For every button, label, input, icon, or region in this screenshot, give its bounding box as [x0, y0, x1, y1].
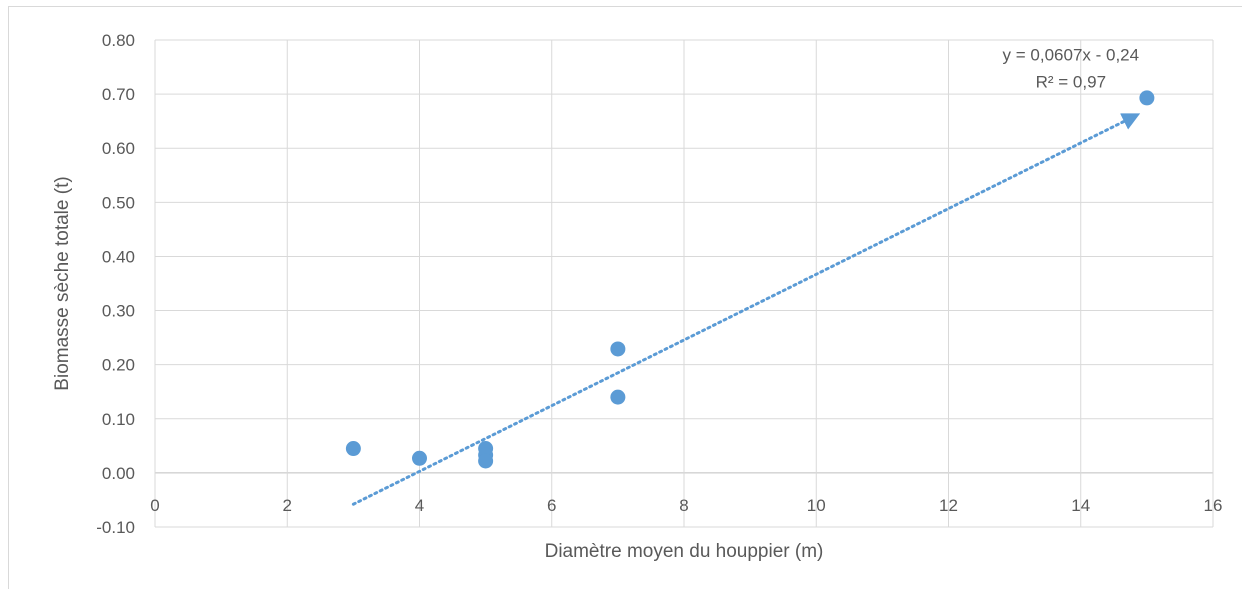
y-tick-label: 0.00 [102, 464, 135, 483]
data-points [345, 90, 1155, 469]
y-axis-title: Biomasse sèche totale (t) [52, 176, 73, 390]
y-tick-label: -0.10 [96, 518, 135, 537]
trendline-r-squared: R² = 0,97 [1036, 73, 1106, 92]
x-tick-label: 2 [283, 496, 292, 515]
trendline [351, 113, 1141, 506]
trendline-path [351, 113, 1141, 506]
grid-lines [154, 39, 1214, 528]
y-tick-label: 0.30 [102, 302, 135, 321]
x-tick-label: 6 [547, 496, 556, 515]
data-point [412, 450, 427, 466]
x-tick-label: 10 [807, 496, 826, 515]
data-point [345, 441, 361, 457]
y-tick-label: 0.40 [102, 247, 135, 266]
chart-frame [8, 6, 1242, 589]
y-tick-label: 0.20 [102, 356, 135, 375]
y-tick-label: 0.60 [102, 139, 135, 158]
x-axis-ticks: 0 2 4 6 8 10 12 14 16 [150, 496, 1222, 515]
trendline-equation: y = 0,0607x - 0,24 [1003, 46, 1140, 65]
y-axis-ticks: -0.10 0.00 0.10 0.20 0.30 0.40 0.50 0.60 0.70 0.8… [96, 31, 135, 537]
x-tick-label: 0 [150, 496, 159, 515]
y-tick-label: 0.10 [102, 410, 135, 429]
x-tick-label: 8 [679, 496, 688, 515]
x-tick-label: 4 [415, 496, 424, 515]
x-tick-label: 12 [939, 496, 958, 515]
data-point [478, 453, 494, 469]
data-point [610, 341, 626, 357]
y-tick-label: 0.80 [102, 31, 135, 50]
x-tick-label: 14 [1071, 496, 1090, 515]
x-tick-label: 16 [1204, 496, 1223, 515]
data-point [610, 389, 626, 405]
y-tick-label: 0.70 [102, 85, 135, 104]
data-point [1139, 90, 1155, 106]
x-axis-title: Diamètre moyen du houppier (m) [545, 541, 824, 562]
y-tick-label: 0.50 [102, 193, 135, 212]
